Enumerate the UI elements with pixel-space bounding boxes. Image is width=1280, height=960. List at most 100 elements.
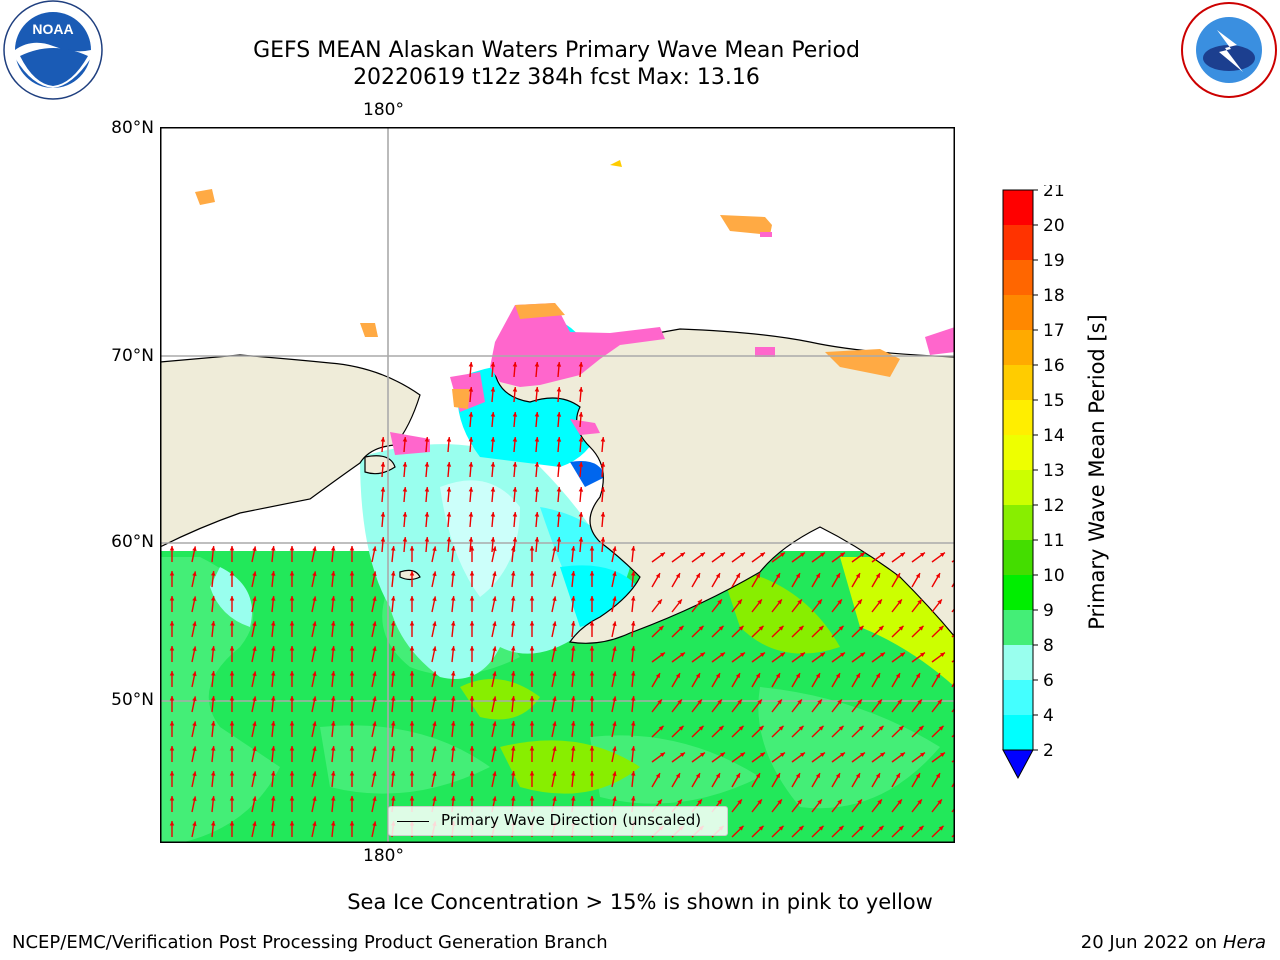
wave-arrow-head <box>858 625 864 631</box>
wave-arrow-head <box>390 546 396 551</box>
wave-arrow-head <box>424 437 430 442</box>
wave-arrow-head <box>858 725 864 731</box>
wave-arrow-head <box>589 621 595 626</box>
wave-arrow-head <box>675 773 680 779</box>
wave-arrow-head <box>760 752 765 758</box>
wave-arrow-head <box>800 752 805 758</box>
wave-arrow-head <box>677 699 682 705</box>
wave-arrow-head <box>795 773 800 779</box>
wave-arrow-head <box>820 652 825 658</box>
wave-arrow-head <box>409 746 415 751</box>
wave-arrow-head <box>880 752 885 758</box>
wave-arrow-head <box>492 771 497 777</box>
wave-arrow-head <box>552 796 557 802</box>
wave-arrow-head <box>409 646 415 651</box>
wave-arrow-head <box>252 596 257 602</box>
wave-arrow-head <box>372 721 377 727</box>
wave-arrow-head <box>349 721 355 726</box>
lon-label-bottom: 180° <box>363 846 404 866</box>
wave-arrow-head <box>700 752 705 758</box>
wave-arrow-head <box>552 596 557 602</box>
wave-arrow-head <box>534 412 540 417</box>
wave-arrow-head <box>210 746 216 751</box>
wave-arrow-head <box>210 696 216 701</box>
wave-arrow-head <box>409 671 415 676</box>
wave-arrow-head <box>917 699 922 705</box>
wave-arrow-head <box>252 796 257 802</box>
wave-arrow-head <box>630 696 636 701</box>
wave-arrow-head <box>529 746 535 751</box>
wave-arrow-head <box>630 596 636 601</box>
wave-arrow-head <box>737 799 742 805</box>
wave-arrow-head <box>330 696 336 701</box>
wave-arrow-head <box>210 596 216 601</box>
wave-arrow-head <box>589 646 595 651</box>
wave-arrow-head <box>372 746 377 752</box>
wave-arrow-head <box>510 571 516 576</box>
colorbar-segment <box>1003 470 1033 505</box>
wave-arrow-head <box>720 752 725 758</box>
wave-arrow-head <box>270 696 276 701</box>
wave-arrow-head <box>898 825 904 831</box>
wave-arrow-head <box>469 596 475 601</box>
wave-arrow-head <box>860 652 865 658</box>
wave-arrow-head <box>775 573 780 579</box>
wave-arrow-head <box>390 571 396 576</box>
wave-arrow-head <box>857 699 862 705</box>
wave-arrow-head <box>835 573 840 579</box>
colorbar-tick-label: 8 <box>1043 636 1054 656</box>
wave-arrow-head <box>758 725 764 731</box>
wave-arrow <box>951 580 955 588</box>
wave-arrow-head <box>390 646 396 651</box>
wave-arrow-head <box>229 621 235 626</box>
wave-arrow-head <box>330 671 336 676</box>
wave-arrow-head <box>820 752 825 758</box>
wave-arrow-head <box>552 571 557 577</box>
wave-arrow-head <box>312 821 317 827</box>
wave-arrow-head <box>920 652 925 658</box>
wave-arrow-head <box>630 746 636 751</box>
wave-arrow-head <box>390 596 396 601</box>
wave-arrow-head <box>192 646 197 652</box>
wave-arrow-head <box>860 752 865 758</box>
wave-arrow-head <box>229 746 235 751</box>
wave-arrow-head <box>570 646 576 651</box>
wave-arrow-head <box>570 746 576 751</box>
wave-arrow-head <box>600 437 606 442</box>
noaa-logo-text: NOAA <box>32 21 73 37</box>
wave-arrow-head <box>450 796 456 801</box>
wave-arrow-head <box>529 596 535 601</box>
wave-arrow-head <box>210 771 216 776</box>
wave-arrow-head <box>468 487 474 492</box>
wave-arrow-head <box>424 512 430 517</box>
wave-arrow-head <box>169 746 175 751</box>
wave-arrow-head <box>556 487 562 492</box>
wave-arrow-head <box>468 387 474 392</box>
wave-arrow-head <box>402 462 408 467</box>
wave-arrow-head <box>372 671 377 677</box>
colorbar-tick-label: 12 <box>1043 496 1065 516</box>
wave-arrow-head <box>589 546 595 551</box>
wave-arrow-head <box>880 652 885 658</box>
wave-arrow-head <box>229 796 235 801</box>
wave-arrow-head <box>390 621 396 626</box>
wave-arrow-head <box>229 646 235 651</box>
wave-arrow-head <box>738 825 744 831</box>
wave-arrow-head <box>915 773 920 779</box>
wave-arrow-head <box>490 412 496 417</box>
wave-arrow-head <box>718 625 724 631</box>
wave-arrow-head <box>349 771 355 776</box>
wave-arrow-head <box>469 571 475 576</box>
colorbar-tick-label: 17 <box>1043 321 1065 341</box>
wave-arrow-head <box>838 725 844 731</box>
wave-arrow-head <box>655 573 660 579</box>
wave-arrow-head <box>468 512 474 517</box>
wave-arrow-head <box>446 537 452 542</box>
wave-arrow-head <box>534 512 540 517</box>
wave-arrow-head <box>409 571 415 576</box>
wave-arrow-head <box>349 746 355 751</box>
wave-arrow-head <box>270 546 276 551</box>
wave-arrow-head <box>589 696 595 701</box>
wave-arrow-head <box>570 796 576 801</box>
wave-arrow-head <box>349 646 355 651</box>
